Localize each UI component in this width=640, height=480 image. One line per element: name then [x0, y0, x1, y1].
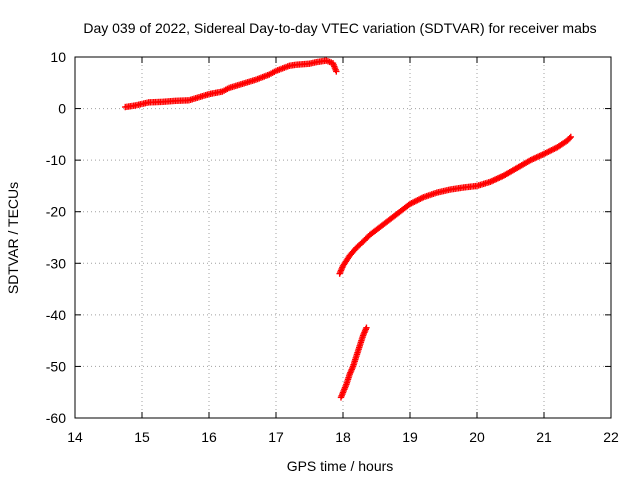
y-axis-label: SDTVAR / TECUs [5, 182, 21, 294]
x-tick-label: 18 [335, 429, 351, 445]
x-tick-label: 17 [268, 429, 284, 445]
y-tick-label: -10 [46, 152, 66, 168]
x-tick-label: 22 [603, 429, 619, 445]
data-point [567, 133, 574, 141]
y-tick-label: -40 [46, 307, 66, 323]
y-tick-label: 0 [58, 101, 66, 117]
x-tick-label: 15 [134, 429, 150, 445]
y-tick-label: -20 [46, 204, 66, 220]
x-axis-label: GPS time / hours [287, 458, 394, 474]
y-tick-label: -60 [46, 410, 66, 426]
grid [75, 57, 611, 418]
x-tick-label: 19 [402, 429, 418, 445]
y-tick-label: 10 [50, 49, 66, 65]
x-tick-label: 20 [469, 429, 485, 445]
x-tick-label: 21 [536, 429, 552, 445]
data-point [363, 324, 370, 331]
y-tick-label: -30 [46, 255, 66, 271]
data-point-fill [566, 134, 573, 142]
data-point [333, 68, 340, 75]
y-tick-label: -50 [46, 358, 66, 374]
data-points [122, 57, 574, 401]
x-tick-label: 16 [201, 429, 217, 445]
axis-ticks: 14 15 16 17 18 19 20 21 22 10 0 -10 -20 -30 -40 -50 -60 [46, 49, 619, 445]
chart-title: Day 039 of 2022, Sidereal Day-to-day VTE… [83, 20, 596, 36]
x-tick-label: 14 [67, 429, 83, 445]
